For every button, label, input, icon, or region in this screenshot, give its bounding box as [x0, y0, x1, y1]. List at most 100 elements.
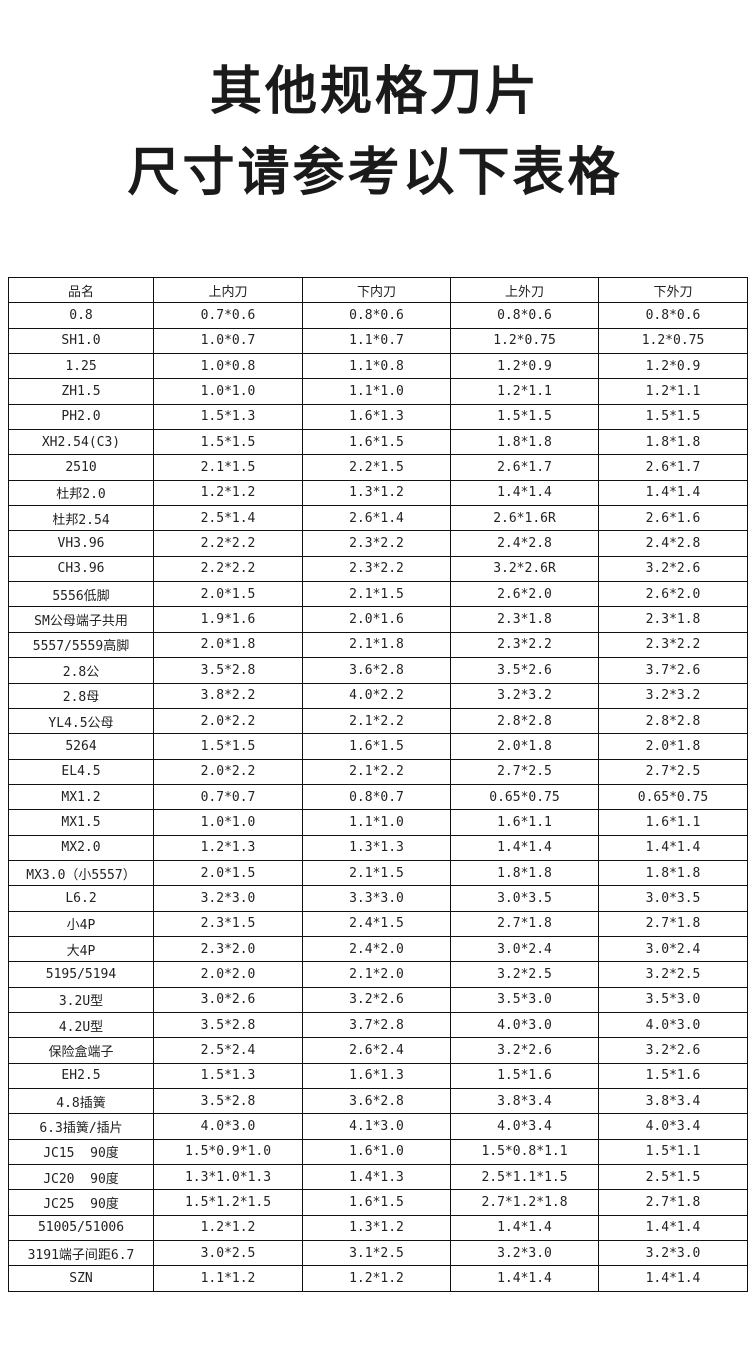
upper-outer-blade-cell: 3.2*2.5 — [450, 961, 599, 988]
lower-inner-blade-cell: 2.6*2.4 — [302, 1037, 451, 1064]
lower-outer-blade-cell: 3.0*2.4 — [598, 935, 748, 963]
lower-inner-blade-cell: 1.6*1.5 — [302, 429, 451, 456]
product-name-cell: SM公母端子共用 — [8, 606, 154, 633]
upper-inner-blade-cell: 2.0*2.0 — [153, 961, 303, 988]
product-name-cell: 小4P — [8, 910, 154, 937]
title-line-2: 尺寸请参考以下表格 — [127, 143, 623, 203]
lower-inner-blade-cell: 1.6*1.0 — [302, 1138, 451, 1166]
lower-outer-blade-cell: 2.7*2.5 — [598, 758, 748, 785]
table-row: MX3.0（小5557） 2.0*1.5 2.1*1.5 1.8*1.8 1.8*1.8 — [8, 859, 748, 887]
product-name-cell: 51005/51006 — [8, 1214, 154, 1242]
table-row: 4.8插簧 3.5*2.8 3.6*2.8 3.8*3.4 3.8*3.4 — [8, 1087, 748, 1115]
product-name-cell: 4.2U型 — [8, 1011, 154, 1039]
upper-outer-blade-cell: 2.7*2.5 — [450, 758, 599, 785]
lower-outer-blade-cell: 3.8*3.4 — [598, 1087, 748, 1115]
upper-inner-blade-cell: 1.5*1.3 — [153, 403, 303, 431]
product-name-cell: SZN — [8, 1265, 154, 1292]
upper-outer-blade-cell: 2.6*1.7 — [450, 454, 599, 481]
product-name-cell: MX2.0 — [8, 834, 154, 861]
lower-inner-blade-cell: 1.1*1.0 — [302, 378, 451, 405]
lower-outer-blade-cell: 3.5*3.0 — [598, 986, 748, 1013]
product-name-cell: 5264 — [8, 733, 154, 760]
upper-outer-blade-cell: 1.4*1.4 — [450, 1214, 599, 1242]
upper-outer-blade-cell: 3.8*3.4 — [450, 1087, 599, 1115]
upper-outer-blade-cell: 1.8*1.8 — [450, 859, 599, 887]
lower-inner-blade-cell: 1.2*1.2 — [302, 1265, 451, 1292]
upper-inner-blade-cell: 2.1*1.5 — [153, 454, 303, 481]
upper-inner-blade-cell: 2.0*1.5 — [153, 581, 303, 608]
table-row: XH2.54(C3) 1.5*1.5 1.6*1.5 1.8*1.8 1.8*1.8 — [8, 429, 748, 456]
header-lower-inner-blade: 下内刀 — [302, 276, 451, 304]
lower-inner-blade-cell: 3.6*2.8 — [302, 1087, 451, 1115]
header-product-name: 品名 — [8, 276, 154, 304]
upper-inner-blade-cell: 3.5*2.8 — [153, 657, 303, 684]
upper-outer-blade-cell: 2.3*1.8 — [450, 606, 599, 633]
lower-inner-blade-cell: 2.2*1.5 — [302, 454, 451, 481]
table-row: EL4.5 2.0*2.2 2.1*2.2 2.7*2.5 2.7*2.5 — [8, 758, 748, 785]
lower-inner-blade-cell: 2.4*1.5 — [302, 910, 451, 937]
lower-inner-blade-cell: 3.2*2.6 — [302, 986, 451, 1013]
table-row: 2.8公 3.5*2.8 3.6*2.8 3.5*2.6 3.7*2.6 — [8, 657, 748, 684]
table-row: CH3.96 2.2*2.2 2.3*2.2 3.2*2.6R 3.2*2.6 — [8, 555, 748, 583]
upper-inner-blade-cell: 2.0*1.5 — [153, 859, 303, 887]
upper-inner-blade-cell: 3.8*2.2 — [153, 682, 303, 709]
product-name-cell: CH3.96 — [8, 555, 154, 583]
upper-inner-blade-cell: 3.0*2.6 — [153, 986, 303, 1013]
lower-inner-blade-cell: 1.4*1.3 — [302, 1164, 451, 1191]
table-row: 51005/51006 1.2*1.2 1.3*1.2 1.4*1.4 1.4*1.4 — [8, 1214, 748, 1242]
upper-inner-blade-cell: 3.2*3.0 — [153, 885, 303, 912]
lower-outer-blade-cell: 3.2*2.5 — [598, 961, 748, 988]
product-name-cell: 保险盒端子 — [8, 1037, 154, 1064]
lower-outer-blade-cell: 2.7*1.8 — [598, 1189, 748, 1216]
upper-inner-blade-cell: 2.0*2.2 — [153, 707, 303, 735]
product-name-cell: 1.25 — [8, 353, 154, 380]
product-name-cell: XH2.54(C3) — [8, 429, 154, 456]
lower-outer-blade-cell: 2.4*2.8 — [598, 530, 748, 557]
upper-inner-blade-cell: 2.5*1.4 — [153, 505, 303, 532]
table-row: MX1.5 1.0*1.0 1.1*1.0 1.6*1.1 1.6*1.1 — [8, 809, 748, 836]
lower-inner-blade-cell: 1.1*1.0 — [302, 809, 451, 836]
lower-inner-blade-cell: 3.6*2.8 — [302, 657, 451, 684]
lower-outer-blade-cell: 1.4*1.4 — [598, 1265, 748, 1292]
header-lower-outer-blade: 下外刀 — [598, 276, 748, 304]
lower-inner-blade-cell: 2.6*1.4 — [302, 505, 451, 532]
lower-inner-blade-cell: 2.1*1.5 — [302, 581, 451, 608]
upper-inner-blade-cell: 4.0*3.0 — [153, 1113, 303, 1140]
upper-outer-blade-cell: 2.4*2.8 — [450, 530, 599, 557]
lower-outer-blade-cell: 1.6*1.1 — [598, 809, 748, 836]
product-name-cell: VH3.96 — [8, 530, 154, 557]
upper-inner-blade-cell: 1.0*1.0 — [153, 378, 303, 405]
table-row: SZN 1.1*1.2 1.2*1.2 1.4*1.4 1.4*1.4 — [8, 1265, 748, 1292]
upper-inner-blade-cell: 3.0*2.5 — [153, 1240, 303, 1267]
lower-outer-blade-cell: 2.6*1.7 — [598, 454, 748, 481]
lower-inner-blade-cell: 1.1*0.8 — [302, 353, 451, 380]
product-name-cell: JC15 90度 — [8, 1138, 154, 1166]
upper-outer-blade-cell: 4.0*3.4 — [450, 1113, 599, 1140]
upper-outer-blade-cell: 1.6*1.1 — [450, 809, 599, 836]
lower-inner-blade-cell: 2.3*2.2 — [302, 530, 451, 557]
upper-inner-blade-cell: 1.0*1.0 — [153, 809, 303, 836]
lower-outer-blade-cell: 2.6*2.0 — [598, 581, 748, 608]
lower-outer-blade-cell: 3.2*2.6 — [598, 1037, 748, 1064]
lower-inner-blade-cell: 2.1*1.5 — [302, 859, 451, 887]
table-row: 5557/5559高脚 2.0*1.8 2.1*1.8 2.3*2.2 2.3*2.2 — [8, 631, 748, 659]
upper-inner-blade-cell: 1.0*0.8 — [153, 353, 303, 380]
table-row: 2510 2.1*1.5 2.2*1.5 2.6*1.7 2.6*1.7 — [8, 454, 748, 481]
product-name-cell: 5556低脚 — [8, 581, 154, 608]
product-name-cell: JC25 90度 — [8, 1189, 154, 1216]
table-row: JC20 90度 1.3*1.0*1.3 1.4*1.3 2.5*1.1*1.5 2.5… — [8, 1164, 748, 1191]
lower-outer-blade-cell: 3.2*3.2 — [598, 682, 748, 709]
title-line-1: 其他规格刀片 — [209, 62, 540, 122]
lower-inner-blade-cell: 1.3*1.2 — [302, 479, 451, 507]
upper-outer-blade-cell: 2.0*1.8 — [450, 733, 599, 760]
upper-outer-blade-cell: 3.2*3.0 — [450, 1240, 599, 1267]
upper-inner-blade-cell: 0.7*0.7 — [153, 783, 303, 811]
upper-outer-blade-cell: 1.5*1.6 — [450, 1062, 599, 1090]
lower-outer-blade-cell: 2.3*1.8 — [598, 606, 748, 633]
upper-outer-blade-cell: 1.8*1.8 — [450, 429, 599, 456]
lower-outer-blade-cell: 1.2*1.1 — [598, 378, 748, 405]
upper-outer-blade-cell: 3.2*3.2 — [450, 682, 599, 709]
upper-outer-blade-cell: 3.5*3.0 — [450, 986, 599, 1013]
upper-outer-blade-cell: 4.0*3.0 — [450, 1011, 599, 1039]
upper-inner-blade-cell: 1.5*1.5 — [153, 429, 303, 456]
